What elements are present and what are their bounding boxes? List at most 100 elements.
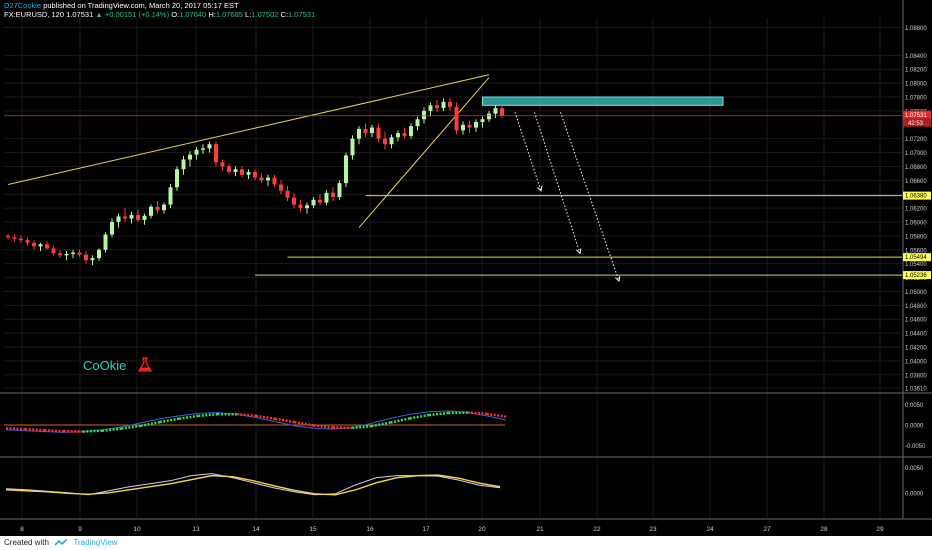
signal-line-segment — [313, 424, 334, 429]
time-tick-label: 28 — [820, 526, 828, 533]
candle-body — [454, 106, 459, 131]
countdown-tag — [903, 118, 931, 127]
projection-arrow-line — [534, 112, 581, 254]
candle-body — [181, 159, 186, 170]
brand-name: CoOkie — [83, 358, 127, 373]
price-tick-label: 1.04600 — [905, 318, 927, 324]
candle-body — [149, 206, 153, 216]
projection-arrow-line — [560, 112, 620, 282]
candle-body — [110, 222, 114, 235]
price-tick-label: 1.07800 — [905, 96, 927, 102]
candle-body — [25, 240, 30, 243]
trendline-lower — [358, 77, 490, 228]
candle-body — [331, 192, 335, 198]
candle-body — [480, 119, 485, 123]
price-tick-label: 1.04400 — [905, 332, 927, 338]
candle-body — [64, 253, 69, 256]
candle-body — [12, 237, 17, 239]
author-link[interactable]: D27Cookie — [4, 1, 42, 10]
price-tick-label: 1.08800 — [905, 26, 927, 32]
candle-body — [168, 187, 173, 205]
tradingview-logo-icon — [55, 538, 68, 546]
level-tag-value: 1.05494 — [905, 255, 927, 261]
candle-body — [383, 138, 387, 145]
price-axis[interactable]: 1.088001.084001.082001.080001.078001.076… — [903, 26, 931, 393]
macd-tick-label: 0.0050 — [905, 403, 924, 409]
candle-body — [129, 215, 134, 219]
symbol-info: FX:EURUSD, 120 1.07531 ▲ +0.00151 (+0.14… — [4, 10, 315, 19]
candle-body — [136, 215, 140, 220]
resistance-zone-box — [482, 96, 724, 106]
candle-body — [116, 216, 121, 223]
level-tag — [903, 253, 931, 262]
oscillator-tick-label: 0.0050 — [905, 466, 924, 472]
candle-body — [363, 128, 368, 134]
time-tick-label: 24 — [706, 526, 714, 533]
candle-body — [45, 244, 49, 249]
candle-body — [298, 204, 303, 209]
candle-body — [415, 119, 420, 127]
change-up-icon: ▲ — [95, 10, 103, 19]
candle-body — [227, 166, 231, 173]
signal-line-segment — [198, 412, 218, 418]
close-label: C: — [280, 10, 289, 19]
level-tag-value: 1.06380 — [905, 194, 927, 200]
candle-body — [233, 169, 238, 173]
symbol-name[interactable]: FX:EURUSD, 120 — [4, 10, 65, 19]
macd-axis: 0.0050 0.0000 -0.0050 — [905, 403, 926, 450]
price-tick-label: 1.08000 — [905, 82, 927, 88]
price-tick-label: 1.06800 — [905, 165, 927, 171]
candle-body — [58, 253, 62, 256]
candle-body — [142, 215, 147, 220]
candle-body — [324, 192, 329, 203]
candle-body — [259, 177, 264, 181]
price-tick-label: 1.05600 — [905, 248, 927, 254]
projection-arrows[interactable] — [514, 112, 621, 283]
candle-body — [344, 155, 348, 184]
resistance-zone[interactable] — [482, 96, 724, 106]
trendlines[interactable] — [7, 74, 490, 228]
candle-body — [311, 199, 316, 206]
time-tick-label: 10 — [133, 526, 141, 533]
time-axis[interactable]: 8 9 10 13 14 15 16 17 20 21 22 23 24 27 28 29 — [20, 526, 884, 533]
time-tick-label: 13 — [192, 526, 200, 533]
projection-arrow-head — [537, 185, 543, 192]
signal-line-segment — [428, 411, 449, 417]
candle-body — [337, 183, 342, 198]
candle-body — [103, 234, 108, 250]
level-tag-value: 1.05236 — [905, 273, 927, 279]
candle-body — [292, 197, 296, 205]
candle-body — [422, 110, 426, 120]
price-tick-label: 1.06200 — [905, 207, 927, 213]
candle-body — [279, 184, 283, 191]
price-tick-label: 1.08400 — [905, 54, 927, 60]
signal-line-segment — [390, 417, 411, 424]
time-tick-label: 15 — [309, 526, 317, 533]
level-tag — [903, 191, 931, 200]
candle-body — [467, 124, 472, 128]
candle-body — [402, 133, 407, 136]
time-tick-label: 14 — [252, 526, 260, 533]
candle-body — [38, 244, 43, 247]
signal-line-segment — [178, 414, 199, 420]
candle-body — [357, 128, 361, 139]
tradingview-link[interactable]: TradingView — [73, 538, 118, 547]
macd-pane — [4, 410, 507, 433]
price-tick-label: 1.04000 — [905, 359, 927, 365]
oscillator-slow-line — [5, 474, 501, 496]
price-tick-label: 1.03610 — [905, 387, 927, 393]
candle-body — [409, 126, 413, 136]
candle-body — [188, 154, 192, 160]
signal-line-segment — [159, 417, 180, 424]
price-tick-label: 1.05200 — [905, 276, 927, 282]
price-tick-label: 1.04800 — [905, 304, 927, 310]
oscillator-tick-label: 0.0000 — [905, 491, 924, 497]
high-label: H: — [208, 10, 216, 19]
candle-body — [461, 124, 465, 131]
chart-canvas[interactable]: 1.08800 1.08400 1.08200 1.08000 1.07800 1.076… — [0, 0, 932, 536]
candle-body — [71, 252, 75, 254]
pane-separators — [0, 0, 932, 520]
created-with-text: Created with — [4, 538, 49, 547]
candle-body — [123, 216, 127, 219]
price-tick-label: 1.08200 — [905, 68, 927, 74]
